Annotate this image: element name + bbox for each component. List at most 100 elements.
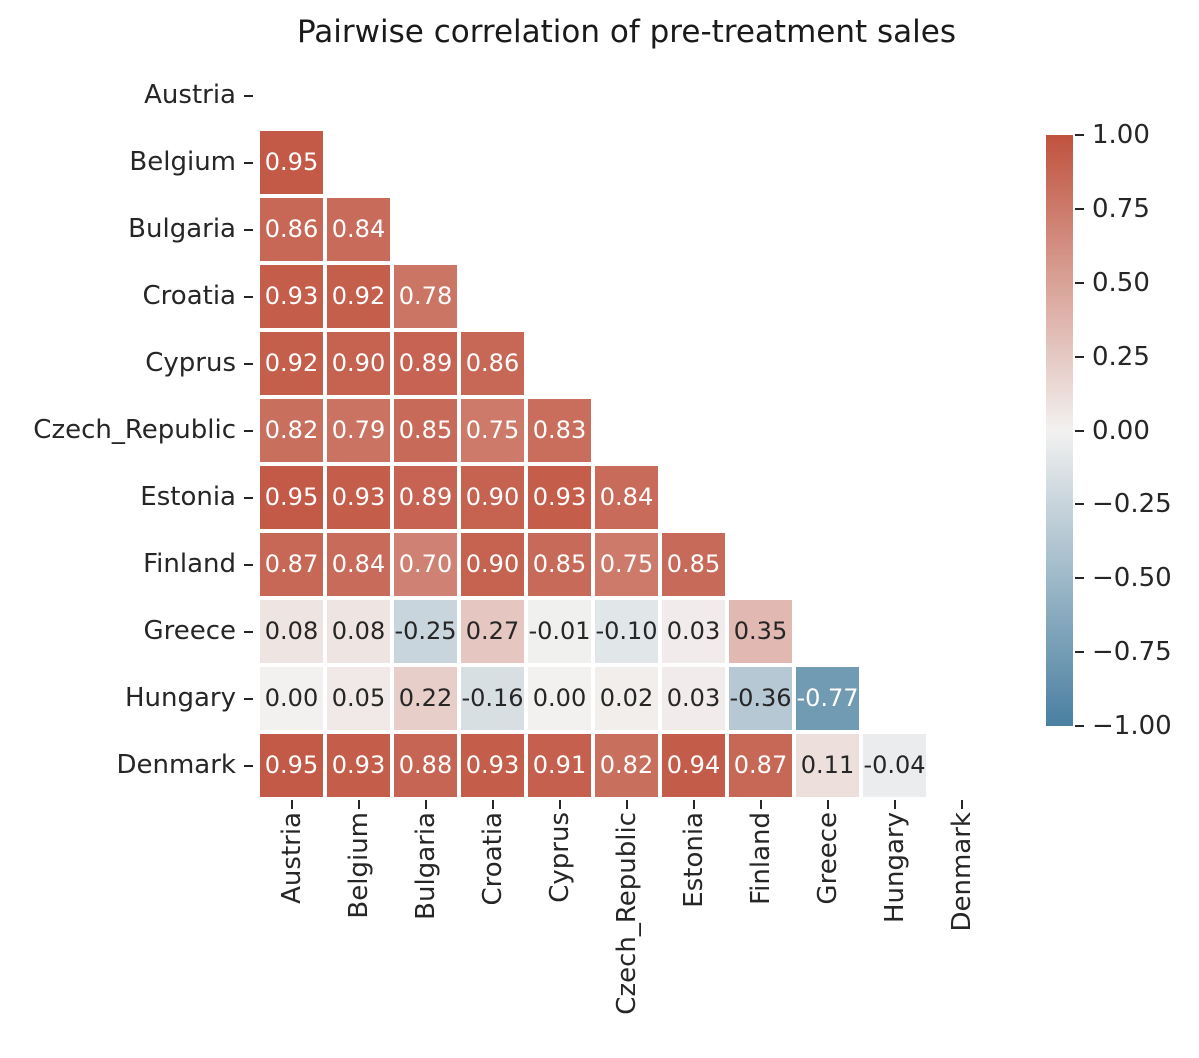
x-axis-tick	[424, 800, 427, 809]
cell-value: 0.94	[666, 751, 721, 779]
y-tick-label-estonia: Estonia	[140, 482, 236, 512]
cell-value: 0.92	[331, 282, 386, 310]
heatmap-cell-estonia-czech_republic: 0.84	[595, 466, 658, 529]
y-tick-label-austria: Austria	[144, 80, 236, 110]
heatmap-cell-finland-belgium: 0.84	[327, 533, 390, 596]
colorbar-tick	[1075, 134, 1084, 136]
heatmap-cell-finland-estonia: 0.85	[662, 533, 725, 596]
cell-value: -0.10	[595, 617, 658, 645]
cell-value: 0.84	[331, 550, 386, 578]
heatmap-cell-hungary-estonia: 0.03	[662, 667, 725, 730]
colorbar-tick-label: 0.25	[1092, 341, 1150, 372]
cell-value: 0.90	[465, 550, 520, 578]
x-tick-label-finland: Finland	[745, 812, 776, 905]
colorbar-tick-label: −1.00	[1092, 711, 1172, 741]
heatmap-cell-cyprus-bulgaria: 0.89	[394, 332, 457, 395]
colorbar-tick-label: 1.00	[1092, 120, 1150, 150]
heatmap-cell-hungary-austria: 0.00	[260, 667, 323, 730]
y-axis-tick	[244, 295, 253, 298]
x-tick-label-slot: Estonia	[660, 812, 727, 908]
x-tick-label-cyprus: Cyprus	[544, 812, 575, 903]
cell-value: 0.87	[733, 751, 788, 779]
x-tick-label-slot: Cyprus	[526, 812, 593, 903]
heatmap-cell-denmark-greece: 0.11	[796, 734, 859, 797]
cell-value: 0.79	[331, 416, 386, 444]
x-tick-label-austria: Austria	[276, 812, 307, 904]
y-tick-label-denmark: Denmark	[116, 750, 236, 780]
heatmap-cell-greece-cyprus: -0.01	[528, 600, 591, 663]
x-tick-label-slot: Bulgaria	[392, 812, 459, 920]
x-tick-label-hungary: Hungary	[879, 812, 910, 924]
cell-value: 0.93	[331, 751, 386, 779]
cell-value: 0.03	[666, 617, 721, 645]
cell-value: 0.93	[331, 483, 386, 511]
x-axis-tick	[491, 800, 494, 809]
heatmap-cell-bulgaria-austria: 0.86	[260, 198, 323, 261]
heatmap-cell-denmark-estonia: 0.94	[662, 734, 725, 797]
cell-value: 0.02	[599, 684, 654, 712]
heatmap-cell-hungary-croatia: -0.16	[461, 667, 524, 730]
x-tick-label-croatia: Croatia	[477, 812, 508, 906]
cell-value: 0.75	[599, 550, 654, 578]
cell-value: 0.90	[465, 483, 520, 511]
cell-value: 0.00	[264, 684, 319, 712]
cell-value: 0.95	[264, 483, 319, 511]
heatmap-cell-czech_republic-belgium: 0.79	[327, 399, 390, 462]
heatmap-cell-hungary-cyprus: 0.00	[528, 667, 591, 730]
cell-value: 0.70	[398, 550, 453, 578]
heatmap-cell-denmark-cyprus: 0.91	[528, 734, 591, 797]
cell-value: 0.82	[599, 751, 654, 779]
colorbar-tick-label: 0.00	[1092, 415, 1150, 446]
colorbar-tick	[1075, 503, 1084, 506]
cell-value: 0.91	[532, 751, 587, 779]
colorbar-tick-label: −0.50	[1092, 563, 1172, 594]
heatmap-cell-estonia-belgium: 0.93	[327, 466, 390, 529]
x-axis-tick	[893, 800, 896, 809]
cell-value: 0.78	[398, 282, 453, 310]
cell-value: 0.93	[264, 282, 319, 310]
heatmap-cell-hungary-czech_republic: 0.02	[595, 667, 658, 730]
x-tick-label-slot: Finland	[727, 812, 794, 905]
heatmap-cell-estonia-cyprus: 0.93	[528, 466, 591, 529]
colorbar-tick	[1075, 355, 1084, 358]
cell-value: -0.77	[796, 684, 859, 712]
heatmap-cell-hungary-finland: -0.36	[729, 667, 792, 730]
heatmap-cell-cyprus-belgium: 0.90	[327, 332, 390, 395]
heatmap-cell-croatia-austria: 0.93	[260, 265, 323, 328]
y-tick-label-belgium: Belgium	[129, 147, 236, 177]
heatmap-cell-croatia-bulgaria: 0.78	[394, 265, 457, 328]
heatmap-cell-denmark-bulgaria: 0.88	[394, 734, 457, 797]
heatmap-cell-croatia-belgium: 0.92	[327, 265, 390, 328]
heatmap-cell-finland-austria: 0.87	[260, 533, 323, 596]
heatmap-cell-estonia-austria: 0.95	[260, 466, 323, 529]
cell-value: 0.82	[264, 416, 319, 444]
colorbar-tick	[1075, 651, 1084, 654]
y-axis-tick	[244, 563, 253, 566]
cell-value: 0.85	[398, 416, 453, 444]
x-tick-label-slot: Czech_Republic	[593, 812, 660, 1015]
y-tick-label-cyprus: Cyprus	[145, 348, 236, 378]
heatmap-cell-cyprus-austria: 0.92	[260, 332, 323, 395]
heatmap-cell-denmark-czech_republic: 0.82	[595, 734, 658, 797]
colorbar-tick-label: 0.50	[1092, 267, 1150, 298]
cell-value: 0.92	[264, 349, 319, 377]
x-tick-label-slot: Hungary	[861, 812, 928, 923]
heatmap-cell-estonia-bulgaria: 0.89	[394, 466, 457, 529]
heatmap-cell-denmark-croatia: 0.93	[461, 734, 524, 797]
cell-value: 0.03	[666, 684, 721, 712]
cell-value: -0.04	[863, 751, 926, 779]
cell-value: 0.85	[532, 550, 587, 578]
y-axis-tick	[244, 94, 253, 97]
heatmap-cell-czech_republic-bulgaria: 0.85	[394, 399, 457, 462]
x-axis-tick	[558, 800, 561, 809]
colorbar-tick-label: −0.75	[1092, 637, 1172, 668]
cell-value: 0.22	[398, 684, 453, 712]
heatmap-cell-cyprus-croatia: 0.86	[461, 332, 524, 395]
cell-value: 0.86	[465, 349, 520, 377]
heatmap-cell-belgium-austria: 0.95	[260, 131, 323, 194]
colorbar-tick-label: 0.75	[1092, 193, 1150, 224]
heatmap-cell-czech_republic-cyprus: 0.83	[528, 399, 591, 462]
cell-value: 0.05	[331, 684, 386, 712]
x-tick-label-slot: Greece	[794, 812, 861, 905]
cell-value: -0.01	[528, 617, 591, 645]
